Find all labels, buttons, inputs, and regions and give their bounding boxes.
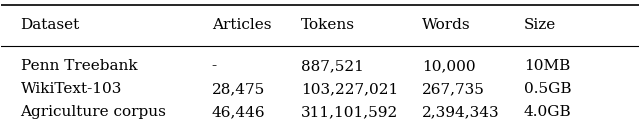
Text: 10MB: 10MB xyxy=(524,59,570,73)
Text: WikiText-103: WikiText-103 xyxy=(20,82,122,96)
Text: Articles: Articles xyxy=(212,18,271,32)
Text: Penn Treebank: Penn Treebank xyxy=(20,59,137,73)
Text: 10,000: 10,000 xyxy=(422,59,476,73)
Text: 311,101,592: 311,101,592 xyxy=(301,105,398,119)
Text: 887,521: 887,521 xyxy=(301,59,364,73)
Text: 267,735: 267,735 xyxy=(422,82,485,96)
Text: 103,227,021: 103,227,021 xyxy=(301,82,398,96)
Text: Tokens: Tokens xyxy=(301,18,355,32)
Text: 4.0GB: 4.0GB xyxy=(524,105,572,119)
Text: Agriculture corpus: Agriculture corpus xyxy=(20,105,166,119)
Text: 2,394,343: 2,394,343 xyxy=(422,105,500,119)
Text: Size: Size xyxy=(524,18,556,32)
Text: Words: Words xyxy=(422,18,470,32)
Text: 28,475: 28,475 xyxy=(212,82,265,96)
Text: 46,446: 46,446 xyxy=(212,105,266,119)
Text: 0.5GB: 0.5GB xyxy=(524,82,572,96)
Text: Dataset: Dataset xyxy=(20,18,80,32)
Text: -: - xyxy=(212,59,217,73)
